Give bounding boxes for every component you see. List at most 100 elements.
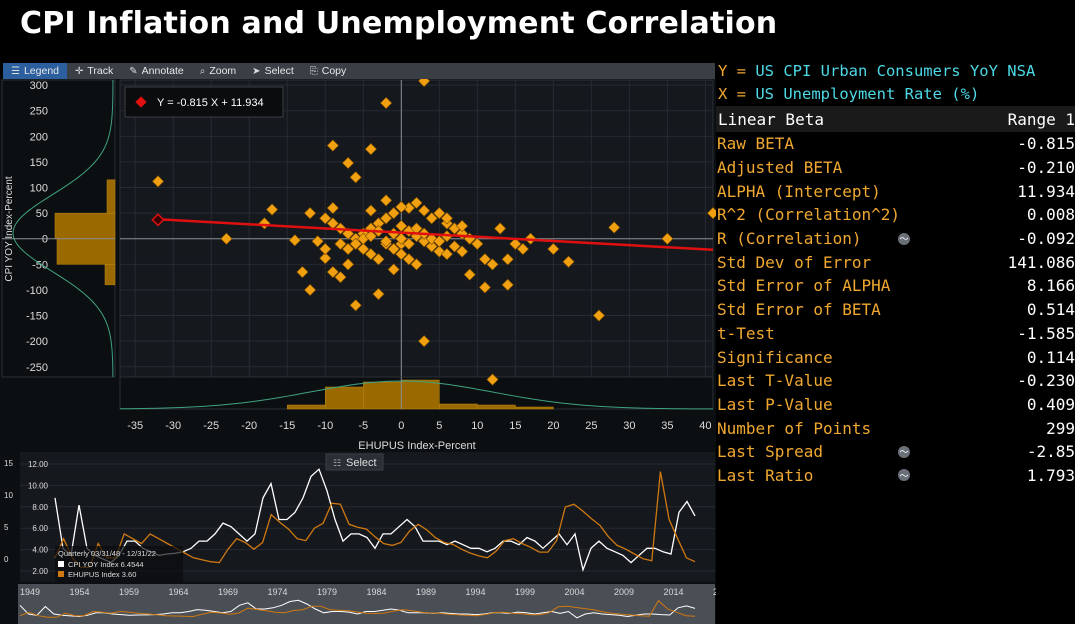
stat-label: Last Ratio [717, 465, 814, 485]
navigator-strip [18, 584, 715, 624]
stat-value: -2.85 [1026, 442, 1075, 462]
scatter-point [478, 281, 492, 294]
stat-row: Last T-Value -0.230 [716, 369, 1075, 393]
scatter-point [418, 335, 431, 348]
scatter-point [448, 240, 461, 253]
scatter-point [349, 171, 362, 184]
x-axis-label: EHUPUS Index-Percent [358, 440, 475, 452]
toolbar-select-button[interactable]: ➤ Select [244, 63, 302, 79]
x-tick-label: -30 [165, 420, 181, 432]
y-tick-label: 100 [30, 183, 48, 195]
x-histogram-bar [515, 406, 554, 410]
unemp-legend-label: EHUPUS Index 3.60 [68, 570, 136, 579]
mini-chart-icon[interactable]: 〜 [898, 232, 910, 245]
stats-panel: Y = US CPI Urban Consumers YoY NSA X = U… [716, 60, 1075, 487]
unemp-legend-swatch [58, 571, 64, 577]
stat-row: ALPHA (Intercept) 11.934 [716, 179, 1075, 203]
y-tick-label: 50 [36, 208, 48, 220]
y-tick-label: 250 [30, 106, 48, 118]
scatter-point [387, 207, 400, 220]
cpi-legend-label: CPI YOY Index 6.4544 [68, 560, 144, 569]
navigator-year-label: 1959 [119, 587, 139, 597]
scatter-point [608, 221, 621, 234]
stat-value: -0.210 [1017, 158, 1075, 178]
navigator-year-label: 2009 [614, 587, 634, 597]
select-button-label: Select [346, 457, 377, 469]
scatter-point [303, 207, 317, 220]
y-tick-label: 300 [30, 80, 48, 92]
stat-value: 8.166 [1026, 276, 1075, 296]
scatter-point [494, 222, 507, 235]
scatter-point [326, 201, 339, 215]
x-histogram-bar [439, 403, 478, 410]
y-tick-label: 200 [30, 131, 48, 143]
x-density-curve [119, 380, 714, 410]
toolbar-annotate-button[interactable]: ✎ Annotate [121, 63, 191, 79]
y-tick-label: 0 [42, 234, 48, 246]
toolbar-label: Select [264, 65, 294, 77]
stats-header: Linear Beta Range 1 [716, 106, 1075, 132]
zoom-icon: ⌕ [199, 65, 206, 77]
scatter-point [509, 237, 522, 250]
scatter-point [341, 242, 355, 256]
y-tick-label: -100 [26, 285, 48, 297]
scatter-point [456, 219, 469, 233]
stat-label: Adjusted BETA [717, 158, 843, 178]
y-histogram-bar [104, 264, 116, 286]
navigator-year-label: 1964 [169, 587, 189, 597]
y-histogram-bar [106, 179, 116, 214]
navigator-year-label: 1974 [268, 587, 288, 597]
stat-value: 0.008 [1026, 205, 1075, 225]
scatter-point [402, 253, 415, 266]
track-icon: ✛ [75, 65, 84, 77]
stat-label: Significance [717, 347, 833, 367]
ts-right-tick: 12.00 [28, 460, 49, 469]
scatter-point [372, 217, 385, 230]
select-button-bg [325, 453, 384, 471]
x-definition: X = US Unemployment Rate (%) [718, 85, 980, 103]
ts-left-tick: 0 [4, 555, 9, 564]
scatter-point [478, 253, 492, 266]
stats-rows: Raw BETA -0.815 Adjusted BETA -0.210 ALPHA (… [716, 132, 1075, 487]
scatter-point [425, 240, 438, 253]
navigator-year-label: 2019 [713, 587, 716, 597]
scatter-point [501, 278, 514, 291]
scatter-point [319, 252, 332, 265]
scatter-point [456, 245, 469, 258]
scatter-point [402, 201, 415, 215]
navigator-year-label: 1979 [317, 587, 337, 597]
y-tick-label: -200 [26, 336, 48, 348]
stat-label: Std Dev of Error [717, 252, 872, 272]
toolbar-legend-button[interactable]: ☰ Legend [3, 63, 68, 79]
stat-label: Last P-Value [717, 394, 833, 414]
stat-row: Number of Points 299 [716, 416, 1075, 440]
x-tick-label: 5 [436, 420, 442, 432]
scatter-point [334, 237, 347, 250]
scatter-point [395, 248, 408, 261]
scatter-point [341, 258, 355, 271]
y-density-curve [12, 79, 114, 378]
scatter-point [387, 242, 400, 256]
stat-row: Std Error of BETA 0.514 [716, 298, 1075, 322]
mini-chart-icon[interactable]: 〜 [898, 469, 910, 482]
mini-chart-icon[interactable]: 〜 [898, 445, 910, 458]
x-histogram-bar [325, 386, 364, 410]
legend-icon: ☰ [11, 65, 20, 77]
scatter-point [364, 143, 377, 156]
scatter-point [334, 271, 347, 284]
stat-row: Last Spread 〜 -2.85 [716, 440, 1075, 464]
toolbar-zoom-button[interactable]: ⌕ Zoom [192, 63, 244, 79]
toolbar-track-button[interactable]: ✛ Track [67, 63, 121, 79]
x-tick-label: 20 [547, 420, 559, 432]
toolbar-label: Track [87, 65, 114, 77]
scatter-point [395, 200, 408, 214]
toolbar-copy-button[interactable]: ⎘ Copy [302, 63, 355, 79]
select-icon: ➤ [252, 65, 261, 77]
page-title: CPI Inflation and Unemployment Correlati… [20, 6, 778, 41]
scatter-point [380, 194, 393, 207]
stat-row: Std Error of ALPHA 8.166 [716, 274, 1075, 298]
stat-value: 1.793 [1026, 465, 1075, 485]
scatter-point [380, 235, 393, 248]
stat-label: Std Error of BETA [717, 300, 881, 320]
scatter-point [410, 258, 423, 271]
